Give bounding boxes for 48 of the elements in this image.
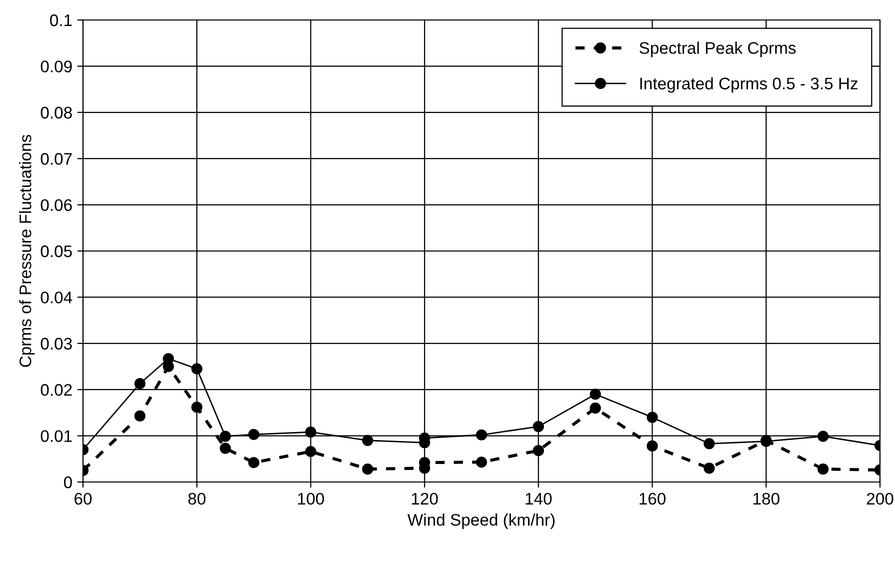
point xyxy=(220,442,231,454)
point xyxy=(134,410,146,422)
point xyxy=(646,412,658,423)
y-tick-label: 0.06 xyxy=(40,199,72,212)
x-tick-label: 60 xyxy=(74,492,92,505)
y-tick-label: 0.04 xyxy=(40,292,72,304)
y-tick-label: 0.05 xyxy=(40,245,72,258)
x-tick-label: 80 xyxy=(188,492,206,505)
point xyxy=(191,402,202,413)
x-tick-label: 200 xyxy=(866,492,894,505)
point xyxy=(476,429,488,440)
point xyxy=(704,462,715,474)
x-tick-label: 120 xyxy=(412,492,438,505)
point xyxy=(476,456,488,468)
y-tick-label: 0.08 xyxy=(40,106,72,119)
y-tick-label: 0.01 xyxy=(40,430,72,442)
point xyxy=(362,434,374,446)
point xyxy=(248,457,260,468)
point xyxy=(191,363,202,374)
x-tick-label: 140 xyxy=(526,492,552,505)
point xyxy=(818,430,829,442)
y-tick-label: 0.03 xyxy=(40,338,72,350)
point xyxy=(362,464,374,475)
point xyxy=(532,421,544,432)
point xyxy=(134,378,146,390)
y-axis-title: Cprms of Pressure Fluctuations xyxy=(19,134,35,367)
y-tick-label: 0.07 xyxy=(40,153,72,165)
point xyxy=(248,428,260,440)
y-tick-label: 0.02 xyxy=(40,384,72,396)
x-axis-title: Wind Speed (km/hr) xyxy=(407,514,555,530)
point xyxy=(532,445,544,456)
point xyxy=(818,464,829,475)
legend-label: Spectral Peak Cprms xyxy=(640,42,796,58)
point xyxy=(305,446,316,458)
y-tick-label: 0.09 xyxy=(40,60,72,72)
point xyxy=(162,353,174,364)
point xyxy=(590,402,601,414)
y-tick-label: 0 xyxy=(64,476,72,488)
point xyxy=(220,430,231,442)
x-tick-label: 160 xyxy=(640,492,666,505)
legend-label: Integrated Cprms 0.5 - 3.5 Hz xyxy=(640,77,858,93)
y-tick-label: 0.1 xyxy=(50,14,72,26)
point xyxy=(646,440,658,452)
point xyxy=(590,388,601,400)
x-tick-label: 180 xyxy=(754,492,780,505)
point xyxy=(305,426,316,438)
x-tick-label: 100 xyxy=(298,492,324,505)
point xyxy=(704,438,715,450)
